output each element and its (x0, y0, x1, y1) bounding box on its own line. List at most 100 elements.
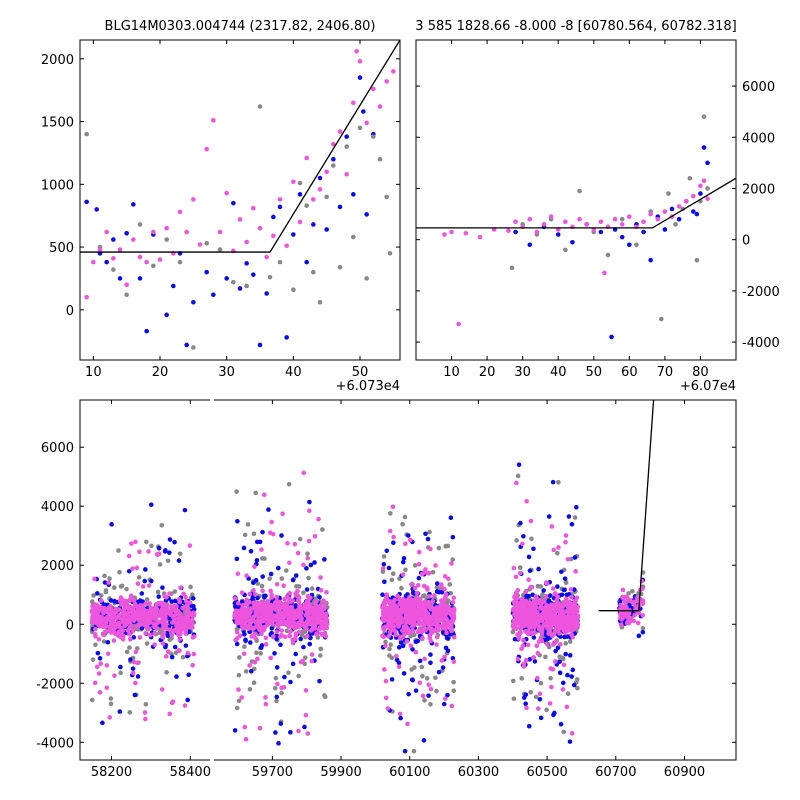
data-point (433, 628, 439, 634)
data-point (558, 642, 563, 647)
data-point (292, 541, 298, 547)
data-point (655, 216, 661, 222)
data-point (142, 710, 148, 715)
data-point (251, 680, 257, 686)
data-point (176, 558, 182, 563)
data-point (260, 574, 266, 579)
data-point (242, 532, 248, 538)
data-point (273, 730, 278, 735)
data-point (434, 585, 440, 590)
data-point (413, 688, 419, 693)
data-point (529, 624, 534, 630)
data-point (539, 631, 545, 636)
data-point (271, 233, 276, 239)
y-tick-label: -2000 (36, 677, 74, 692)
data-point (274, 581, 280, 587)
data-point (151, 263, 156, 269)
data-point (177, 259, 183, 265)
data-point (439, 582, 444, 587)
data-point (101, 610, 107, 616)
data-point (304, 566, 309, 571)
data-point (156, 545, 162, 551)
data-point (164, 594, 169, 600)
data-point (525, 642, 531, 648)
data-point (519, 604, 525, 609)
data-point (420, 593, 426, 599)
data-point (405, 533, 411, 538)
data-point (287, 590, 293, 596)
data-point (135, 660, 140, 666)
data-point (290, 577, 296, 583)
data-point (409, 604, 415, 609)
data-point (519, 676, 525, 681)
data-point (312, 625, 317, 631)
data-point (148, 502, 154, 507)
x-tick-label: 60700 (595, 765, 636, 780)
data-point (242, 644, 247, 649)
data-point (242, 724, 248, 730)
data-point (516, 617, 522, 622)
data-point (400, 643, 406, 649)
data-point (96, 637, 102, 642)
data-point (183, 599, 189, 604)
data-point (126, 604, 132, 610)
data-point (190, 635, 196, 640)
data-point (387, 646, 392, 652)
data-point (257, 725, 263, 731)
data-point (386, 565, 392, 571)
data-point (535, 583, 541, 589)
data-point (143, 567, 148, 572)
data-point (131, 635, 137, 640)
data-point (251, 633, 256, 639)
data-point (160, 615, 165, 621)
data-point (415, 582, 421, 588)
data-point (312, 533, 318, 539)
data-point (403, 567, 408, 573)
data-point (398, 715, 403, 721)
data-point (250, 595, 256, 600)
data-point (148, 610, 154, 616)
data-point (106, 628, 112, 634)
data-point (304, 621, 310, 626)
data-point (308, 628, 314, 633)
data-point (282, 674, 287, 680)
data-point (133, 680, 138, 686)
data-point (164, 670, 169, 675)
data-point (293, 573, 299, 578)
data-point (135, 674, 141, 679)
data-point (137, 549, 142, 555)
data-point (559, 569, 564, 575)
data-point (96, 609, 101, 614)
y-tick-label: 500 (49, 241, 74, 256)
data-point (190, 662, 195, 668)
data-point (298, 606, 303, 612)
data-point (673, 222, 678, 227)
y-tick-label: -4000 (36, 736, 74, 751)
data-point (155, 601, 160, 607)
data-point (269, 603, 274, 608)
data-point (304, 259, 309, 265)
data-point (263, 642, 269, 647)
data-point (324, 169, 329, 175)
data-point (563, 533, 569, 538)
data-point (636, 633, 642, 639)
data-point (440, 610, 445, 616)
data-point (254, 558, 260, 563)
data-point (234, 705, 240, 711)
data-point (632, 612, 638, 618)
data-point (545, 642, 550, 647)
data-point (116, 548, 121, 553)
data-point (385, 598, 391, 603)
data-point (286, 481, 292, 487)
data-point (287, 560, 292, 566)
data-point (291, 611, 297, 617)
data-point (167, 711, 173, 717)
data-point (102, 616, 108, 621)
data-point (272, 651, 277, 656)
data-point (259, 547, 264, 552)
data-point (246, 612, 252, 617)
data-point (676, 204, 682, 209)
data-point (705, 196, 710, 202)
data-point (197, 242, 203, 247)
data-point (318, 646, 324, 652)
